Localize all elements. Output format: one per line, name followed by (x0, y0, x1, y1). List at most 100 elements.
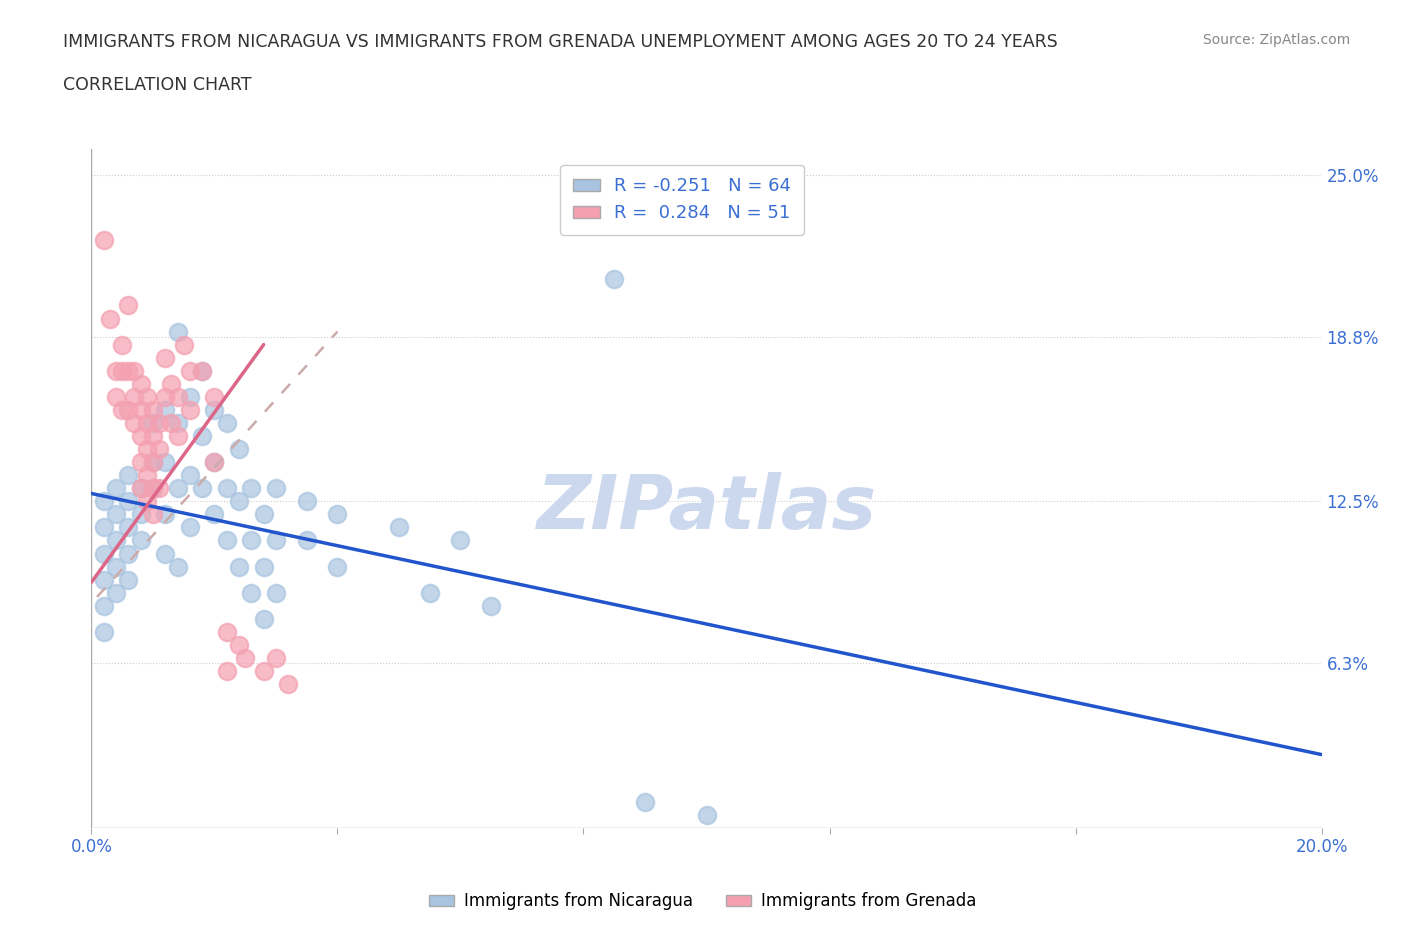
Point (228, 559, 250, 574)
Point (603, 272, 626, 286)
Point (179, 403, 201, 418)
Point (129, 455, 152, 470)
Point (117, 520, 139, 535)
Point (153, 507, 177, 522)
Text: Source: ZipAtlas.com: Source: ZipAtlas.com (1202, 33, 1350, 46)
Point (202, 507, 225, 522)
Point (117, 572, 139, 587)
Point (326, 559, 349, 574)
Point (117, 298, 139, 312)
Point (105, 559, 127, 574)
Point (264, 651, 287, 666)
Point (135, 442, 157, 457)
Point (202, 455, 225, 470)
Point (160, 416, 183, 431)
Point (124, 390, 146, 405)
Point (129, 481, 152, 496)
Point (264, 533, 287, 548)
Text: CORRELATION CHART: CORRELATION CHART (63, 76, 252, 94)
Point (142, 481, 165, 496)
Point (129, 533, 152, 548)
Point (166, 325, 188, 339)
Point (148, 481, 170, 496)
Point (253, 507, 276, 522)
Point (105, 364, 127, 379)
Point (215, 416, 238, 431)
Point (166, 559, 188, 574)
Point (179, 520, 201, 535)
Point (179, 364, 201, 379)
Point (295, 533, 318, 548)
Point (142, 455, 165, 470)
Point (253, 559, 276, 574)
Point (240, 585, 263, 600)
Point (166, 390, 188, 405)
Point (111, 338, 134, 352)
Point (117, 546, 139, 561)
Point (142, 455, 165, 470)
Legend: R = -0.251   N = 64, R =  0.284   N = 51: R = -0.251 N = 64, R = 0.284 N = 51 (560, 165, 804, 235)
Point (264, 585, 287, 600)
Point (153, 390, 177, 405)
Point (129, 507, 152, 522)
Point (135, 416, 157, 431)
Text: IMMIGRANTS FROM NICARAGUA VS IMMIGRANTS FROM GRENADA UNEMPLOYMENT AMONG AGES 20 : IMMIGRANTS FROM NICARAGUA VS IMMIGRANTS … (63, 33, 1059, 50)
Point (233, 651, 256, 666)
Point (191, 429, 214, 444)
Point (240, 481, 263, 496)
Point (153, 546, 177, 561)
Point (166, 429, 188, 444)
Point (93, 598, 115, 613)
Point (124, 416, 146, 431)
Point (202, 390, 225, 405)
Point (105, 533, 127, 548)
Point (142, 416, 165, 431)
Point (264, 481, 287, 496)
Point (142, 507, 165, 522)
Point (228, 494, 250, 509)
Point (93, 572, 115, 587)
Point (295, 494, 318, 509)
Point (202, 403, 225, 418)
Point (135, 390, 157, 405)
Point (179, 468, 201, 483)
Legend: Immigrants from Nicaragua, Immigrants from Grenada: Immigrants from Nicaragua, Immigrants fr… (422, 885, 984, 917)
Point (228, 637, 250, 652)
Point (215, 664, 238, 679)
Point (124, 364, 146, 379)
Point (105, 507, 127, 522)
Point (277, 677, 299, 692)
Point (166, 481, 188, 496)
Point (142, 481, 165, 496)
Point (93, 624, 115, 639)
Point (129, 377, 152, 392)
Point (129, 403, 152, 418)
Point (117, 403, 139, 418)
Point (634, 794, 657, 809)
Point (148, 442, 170, 457)
Text: ZIPatlas: ZIPatlas (537, 472, 876, 545)
Point (253, 664, 276, 679)
Point (93, 546, 115, 561)
Point (129, 481, 152, 496)
Point (253, 611, 276, 626)
Point (215, 481, 238, 496)
Point (153, 455, 177, 470)
Point (572, 204, 595, 219)
Point (117, 468, 139, 483)
Point (105, 390, 127, 405)
Point (105, 585, 127, 600)
Point (135, 494, 157, 509)
Point (215, 624, 238, 639)
Point (153, 403, 177, 418)
Point (388, 520, 411, 535)
Point (160, 377, 183, 392)
Point (135, 468, 157, 483)
Point (191, 481, 214, 496)
Point (191, 364, 214, 379)
Point (326, 507, 349, 522)
Point (202, 455, 225, 470)
Point (148, 416, 170, 431)
Point (93, 494, 115, 509)
Point (173, 338, 195, 352)
